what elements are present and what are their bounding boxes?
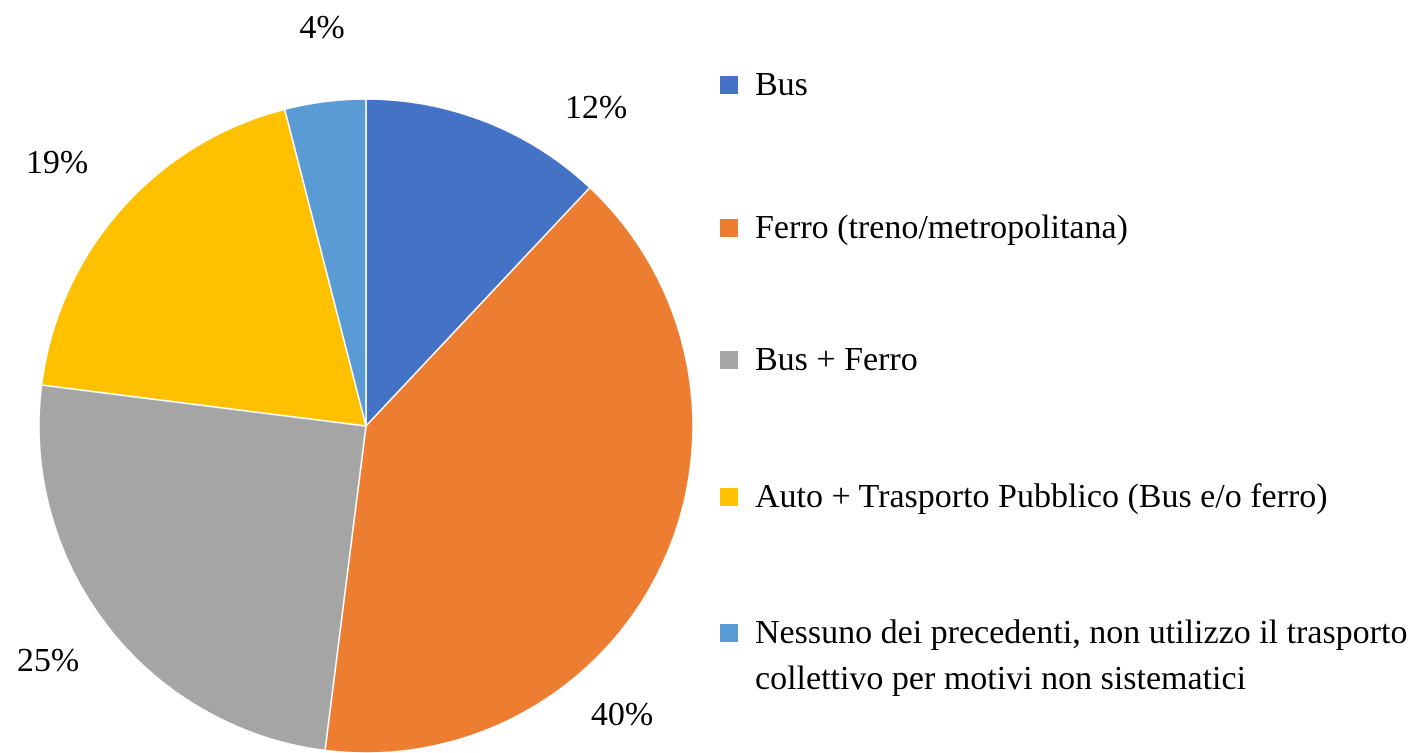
pie-slice	[365, 98, 591, 428]
pie-slice	[283, 98, 367, 427]
legend-label: Ferro (treno/metropolitana)	[755, 209, 1128, 246]
legend-label: Bus	[755, 66, 808, 103]
data-label: 25%	[17, 642, 79, 679]
data-label: 40%	[591, 696, 653, 733]
legend-swatch	[720, 488, 738, 506]
legend-swatch	[720, 76, 738, 94]
legend-swatch	[720, 219, 738, 237]
data-label: 19%	[26, 144, 88, 181]
legend-label: Auto + Trasporto Pubblico (Bus e/o ferro…	[755, 478, 1328, 515]
data-label: 4%	[299, 9, 344, 46]
legend-label: Bus + Ferro	[755, 341, 918, 378]
legend-swatch	[720, 351, 738, 369]
pie-slice	[40, 108, 368, 427]
legend-label: Nessuno dei precedenti, non utilizzo il …	[755, 614, 1408, 697]
legend-swatch	[720, 624, 738, 642]
pie-slice	[38, 384, 367, 752]
data-label: 12%	[565, 89, 627, 126]
pie-slice	[324, 186, 694, 753]
